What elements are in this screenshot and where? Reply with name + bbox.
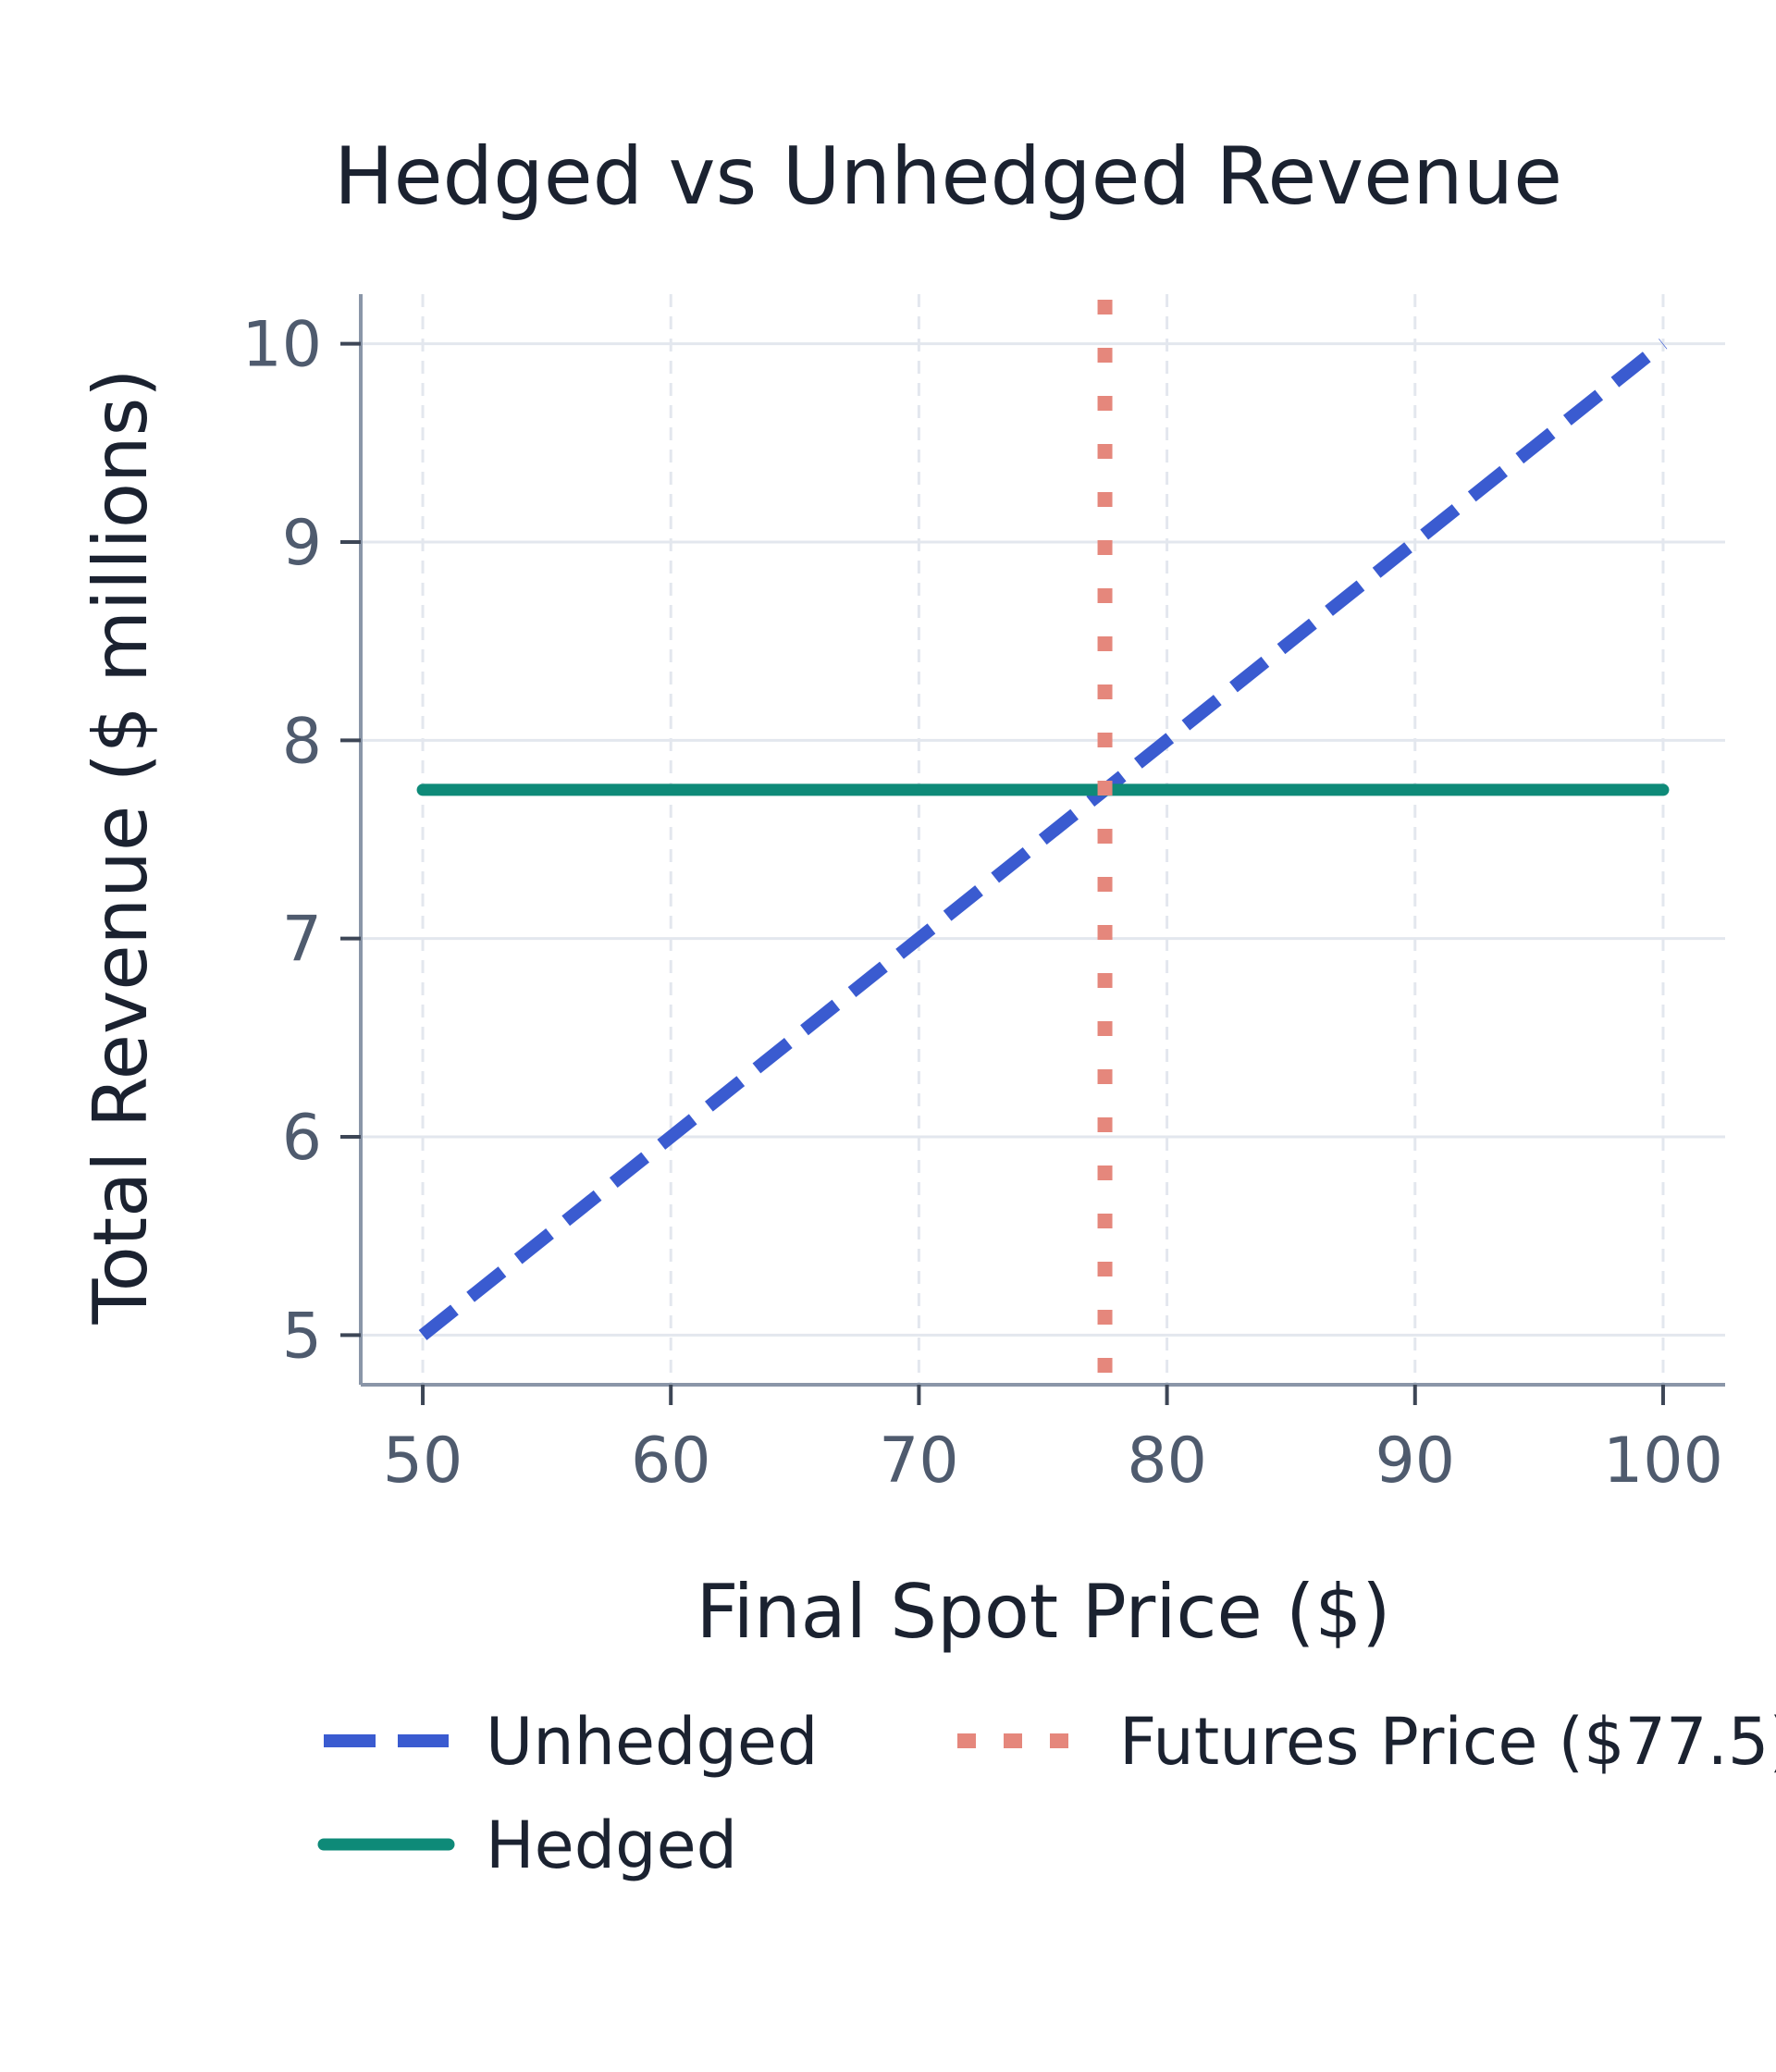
y-tick-label: 6 bbox=[282, 1102, 322, 1175]
x-tick-label: 100 bbox=[1603, 1424, 1723, 1498]
y-tick-label: 7 bbox=[282, 904, 322, 977]
series-line-unhedged bbox=[418, 339, 1668, 1340]
x-tick-label: 90 bbox=[1375, 1424, 1456, 1498]
y-tick-label: 8 bbox=[282, 705, 322, 778]
x-tick-label: 60 bbox=[631, 1424, 711, 1498]
legend-label: Futures Price ($77.5) bbox=[1119, 1704, 1776, 1780]
y-axis-label: Total Revenue ($ millions) bbox=[78, 368, 164, 1325]
x-tick-label: 50 bbox=[383, 1424, 463, 1498]
grid bbox=[361, 294, 1725, 1385]
legend-entry-futures-price: Futures Price ($77.5) bbox=[957, 1704, 1776, 1780]
chart-title: Hedged vs Unhedged Revenue bbox=[334, 130, 1562, 223]
axes bbox=[359, 294, 1725, 1387]
legend-label: Hedged bbox=[486, 1807, 737, 1883]
x-tick-label: 70 bbox=[879, 1424, 959, 1498]
x-tick-label: 80 bbox=[1127, 1424, 1207, 1498]
y-tick-label: 5 bbox=[282, 1300, 322, 1373]
legend-entry-unhedged: Unhedged bbox=[324, 1704, 818, 1780]
legend: Unhedged Futures Price ($77.5) Hedged bbox=[317, 1704, 1776, 1883]
x-axis-label: Final Spot Price ($) bbox=[696, 1569, 1390, 1655]
legend-label: Unhedged bbox=[486, 1704, 818, 1780]
y-tick-label: 9 bbox=[282, 507, 322, 580]
plot-area bbox=[416, 300, 1670, 1385]
legend-entry-hedged: Hedged bbox=[317, 1807, 737, 1883]
ticks: 50 60 70 80 90 100 5 6 7 8 9 10 bbox=[241, 309, 1722, 1498]
y-tick-label: 10 bbox=[241, 309, 322, 382]
